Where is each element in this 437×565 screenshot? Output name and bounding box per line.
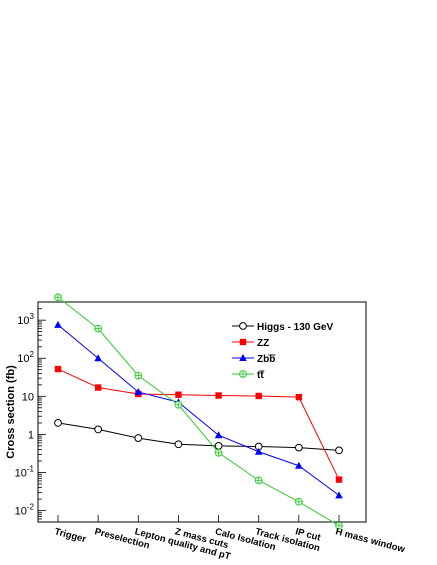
series-line-zz [57,368,340,480]
y-tick-label: 10 [22,391,34,403]
data-point-tt [54,293,62,302]
data-point-zbb [94,354,102,362]
y-tick-label: 10-1 [15,464,35,479]
series-line-tt [57,296,340,527]
legend-label: Zbb [257,354,275,365]
legend-marker [239,354,247,361]
x-category-label: H mass window [334,526,406,555]
y-tick-label: 103 [17,312,34,327]
legend-entry-tt: tt [232,370,265,381]
data-point-higgs-130-gev [214,441,223,450]
data-point-higgs-130-gev [335,446,343,455]
legend-label: Higgs - 130 GeV [257,322,333,333]
data-point-tt [294,497,303,506]
data-point-tt [335,521,343,530]
y-tick-label: 1 [28,429,34,441]
y-axis-label: Cross section (fb) [5,365,17,459]
data-point-zz [215,392,222,399]
plot-frame [37,301,367,523]
data-point-zbb [295,461,303,469]
data-point-zz [94,384,102,391]
data-point-zz [175,391,182,398]
data-point-zbb [214,431,223,439]
legend-label: tt [257,370,264,381]
legend-marker [239,338,247,346]
data-point-tt [214,448,223,457]
legend-entry-zz: ZZ [232,338,269,349]
data-point-tt [254,476,263,485]
series-tt [54,293,343,530]
series-zbb [54,320,343,499]
legend-entry-zbb: Zbb [232,354,276,365]
legend-entry-higgs-130-gev: Higgs - 130 GeV [232,322,333,333]
y-tick-label: 10-2 [15,503,35,518]
legend: Higgs - 130 GeV ZZ Zbb tt [232,322,333,381]
legend-marker [239,322,247,330]
data-point-higgs-130-gev [54,419,62,427]
y-tick-label: 102 [17,350,34,365]
x-category-label: Trigger [53,526,87,545]
series-line-zbb [57,324,340,496]
data-point-tt [94,324,103,333]
series-line-higgs-130-gev [57,422,340,451]
series-layer [54,293,343,530]
data-point-tt [174,400,183,409]
data-point-zbb [335,491,343,499]
legend-marker [239,370,247,378]
data-point-zz [54,365,62,373]
data-point-zbb [54,320,62,328]
data-point-higgs-130-gev [294,443,303,452]
data-point-higgs-130-gev [94,425,103,434]
data-point-zz [335,476,343,483]
data-point-tt [134,371,143,380]
data-point-higgs-130-gev [174,440,183,449]
legend-label: ZZ [257,338,269,349]
data-point-zbb [254,447,263,455]
series-higgs-130-gev [54,419,343,455]
data-point-higgs-130-gev [134,434,143,442]
data-point-zz [255,392,262,400]
data-point-zbb [134,387,143,395]
data-point-zz [295,393,303,401]
plot-area-border [37,301,367,523]
